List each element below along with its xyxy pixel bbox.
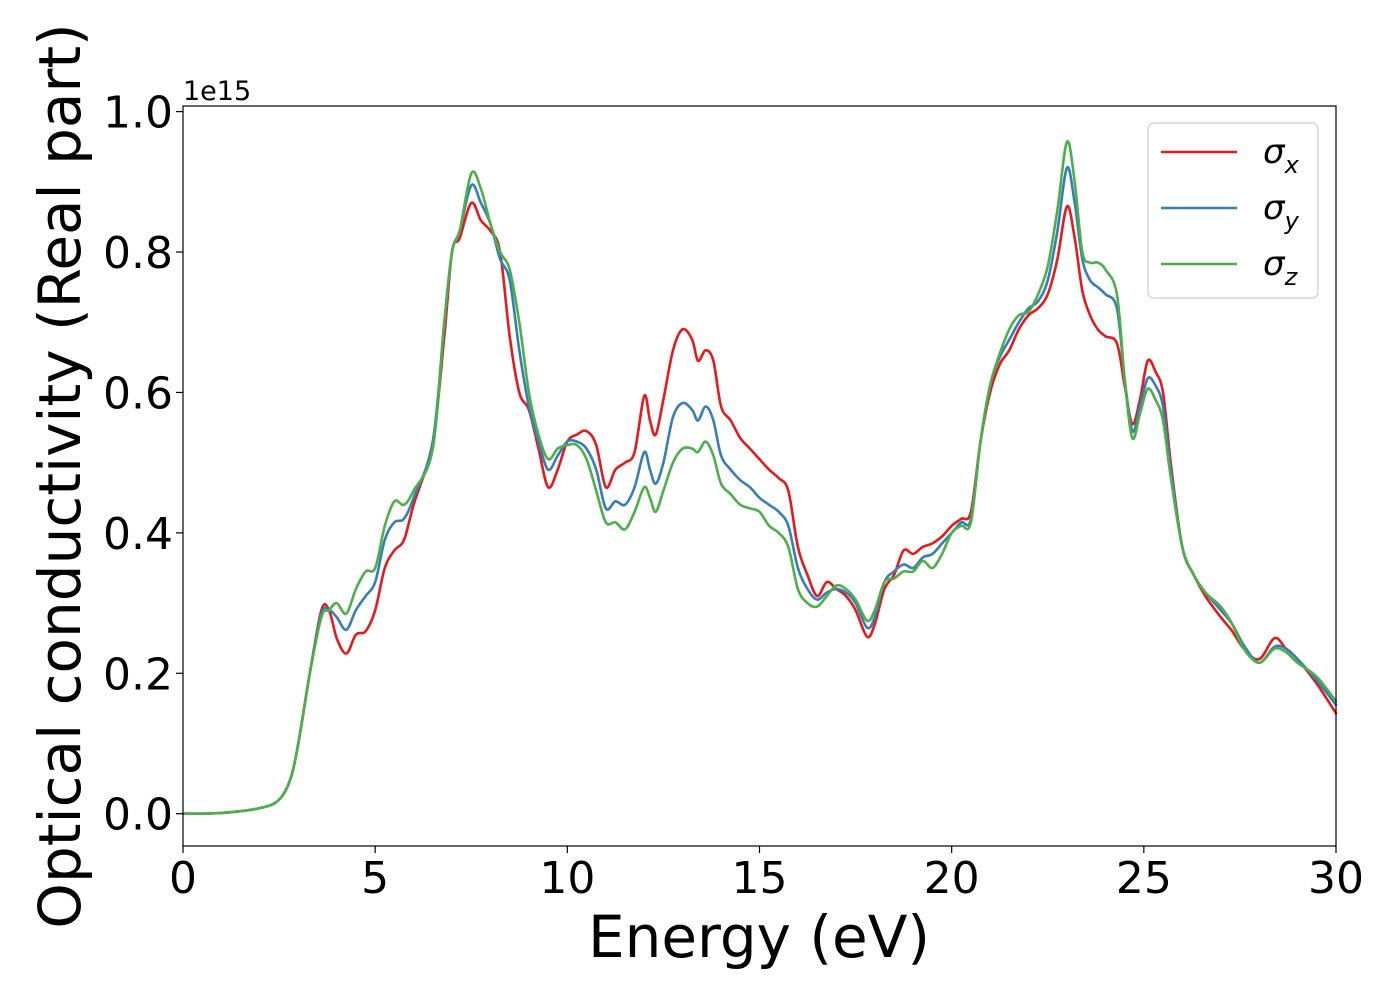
- y-axis: 0.0 0.2 0.4 0.6 0.8 1.0: [103, 88, 183, 841]
- legend-label-z: σz: [1263, 244, 1299, 291]
- x-axis-label: Energy (eV): [588, 903, 930, 971]
- x-tick-label: 15: [732, 853, 788, 904]
- y-axis-label: Optical conductivity (Real part): [26, 23, 94, 928]
- y-tick-label: 0.2: [103, 649, 173, 700]
- legend: σx σy σz: [1147, 122, 1319, 299]
- y-tick-label: 0.4: [103, 509, 173, 560]
- y-tick-label: 0.0: [103, 790, 173, 841]
- x-tick-label: 0: [169, 853, 197, 904]
- x-tick-label: 25: [1116, 853, 1172, 904]
- series-line-z: [181, 140, 1338, 815]
- legend-label-y: σy: [1263, 188, 1300, 235]
- legend-label-x: σx: [1263, 132, 1300, 179]
- x-tick-label: 10: [539, 853, 595, 904]
- series-layer: [181, 140, 1338, 815]
- plot-area: [183, 106, 1336, 846]
- x-tick-label: 30: [1308, 853, 1364, 904]
- y-tick-label: 0.8: [103, 228, 173, 279]
- legend-box: [1147, 122, 1319, 299]
- y-offset-label: 1e15: [183, 76, 251, 107]
- x-tick-label: 20: [924, 853, 980, 904]
- y-tick-label: 1.0: [103, 88, 173, 139]
- y-tick-label: 0.6: [103, 368, 173, 419]
- x-tick-label: 5: [361, 853, 389, 904]
- x-axis: 0 5 10 15 20 25 30: [169, 846, 1364, 904]
